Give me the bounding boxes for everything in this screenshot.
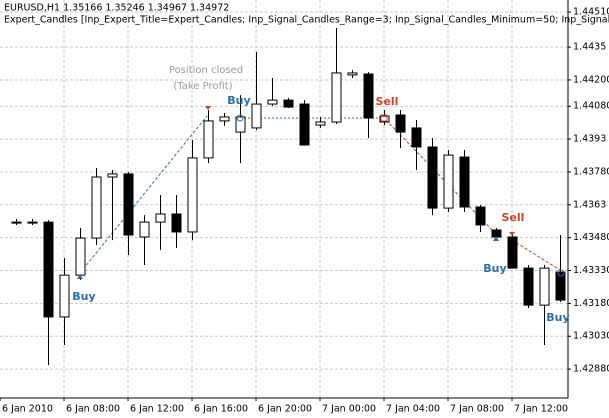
candles — [11, 28, 566, 366]
sell-marker — [380, 114, 388, 122]
candle-body — [539, 267, 550, 306]
candle-body — [75, 237, 86, 276]
sell-arrow — [509, 232, 515, 236]
y-tick-label: 1.44510 — [573, 7, 609, 18]
candle-body — [555, 271, 566, 301]
candle-body — [267, 99, 278, 105]
candle-body — [187, 157, 198, 233]
y-tick-label: 1.44080 — [573, 101, 609, 112]
candle-body — [123, 173, 134, 236]
candle-body — [347, 72, 358, 76]
y-tick-label: 1.4435 — [573, 42, 606, 53]
candle-body — [507, 236, 518, 269]
candle-body — [107, 173, 118, 178]
y-tick-label: 1.42880 — [573, 364, 609, 375]
candle-body — [11, 221, 22, 224]
candle-body — [27, 221, 38, 224]
candle-body — [171, 213, 182, 233]
buy-marker — [236, 114, 244, 122]
chart-subtitle: Expert_Candles [Inp_Expert_Title=Expert_… — [4, 15, 609, 26]
candle-body — [219, 116, 230, 122]
candle-body — [91, 176, 102, 239]
x-tick-label: 6 Jan 08:00 — [66, 404, 120, 415]
y-tick-label: 1.43480 — [573, 232, 609, 243]
candle-body — [331, 72, 342, 123]
candle-body — [379, 115, 390, 123]
x-tick-label: 7 Jan 00:00 — [322, 404, 376, 415]
trade-line — [79, 115, 208, 274]
x-tick-label: 6 Jan 20:00 — [258, 404, 312, 415]
y-tick-label: 1.43330 — [573, 265, 609, 276]
annotation: Sell — [502, 211, 525, 224]
annotation: Sell — [376, 95, 399, 108]
x-tick-label: 7 Jan 08:00 — [450, 404, 504, 415]
y-tick-label: 1.44200 — [573, 74, 609, 85]
x-tick-label: 6 Jan 2010 — [2, 404, 53, 415]
x-tick-label: 7 Jan 12:00 — [514, 404, 568, 415]
y-tick-label: 1.43780 — [573, 166, 609, 177]
candle-body — [235, 116, 246, 133]
x-tick-label: 6 Jan 16:00 — [194, 404, 248, 415]
y-tick-label: 1.43180 — [573, 298, 609, 309]
x-tick-label: 7 Jan 04:00 — [386, 404, 440, 415]
candle-body — [459, 156, 470, 208]
candle-body — [395, 114, 406, 133]
candle-body — [139, 221, 150, 238]
candle-body — [203, 120, 214, 159]
candle-body — [427, 146, 438, 209]
candle-body — [491, 229, 502, 238]
candle-body — [363, 73, 374, 119]
annotation: (Take Profit) — [173, 81, 232, 92]
buy-arrow — [77, 274, 83, 279]
candle-body — [443, 154, 454, 209]
candle-body — [283, 99, 294, 108]
candle-body — [315, 121, 326, 126]
annotation: Buy — [227, 94, 250, 107]
candle-body — [251, 103, 262, 129]
annotation: Position closed — [169, 65, 243, 76]
trade-line — [511, 239, 561, 271]
annotation: Buy — [546, 311, 569, 324]
candle-body — [59, 274, 70, 318]
candle-body — [475, 206, 486, 226]
chart-title: EURUSD,H1 1.35166 1.35246 1.34967 1.3497… — [4, 3, 229, 14]
annotation: Buy — [72, 290, 95, 303]
y-tick-label: 1.4393 — [573, 134, 606, 145]
annotation: Buy — [483, 262, 506, 275]
candle-body — [155, 213, 166, 223]
buy-marker — [557, 269, 565, 277]
candle-body — [523, 267, 534, 306]
candle-body — [411, 127, 422, 148]
x-tick-label: 6 Jan 12:00 — [130, 404, 184, 415]
candle-body — [299, 103, 310, 146]
buy-arrow — [493, 236, 499, 241]
candle-body — [43, 221, 54, 318]
y-tick-label: 1.43030 — [573, 331, 609, 342]
y-tick-label: 1.4363 — [573, 199, 606, 210]
close-arrow — [205, 106, 211, 110]
